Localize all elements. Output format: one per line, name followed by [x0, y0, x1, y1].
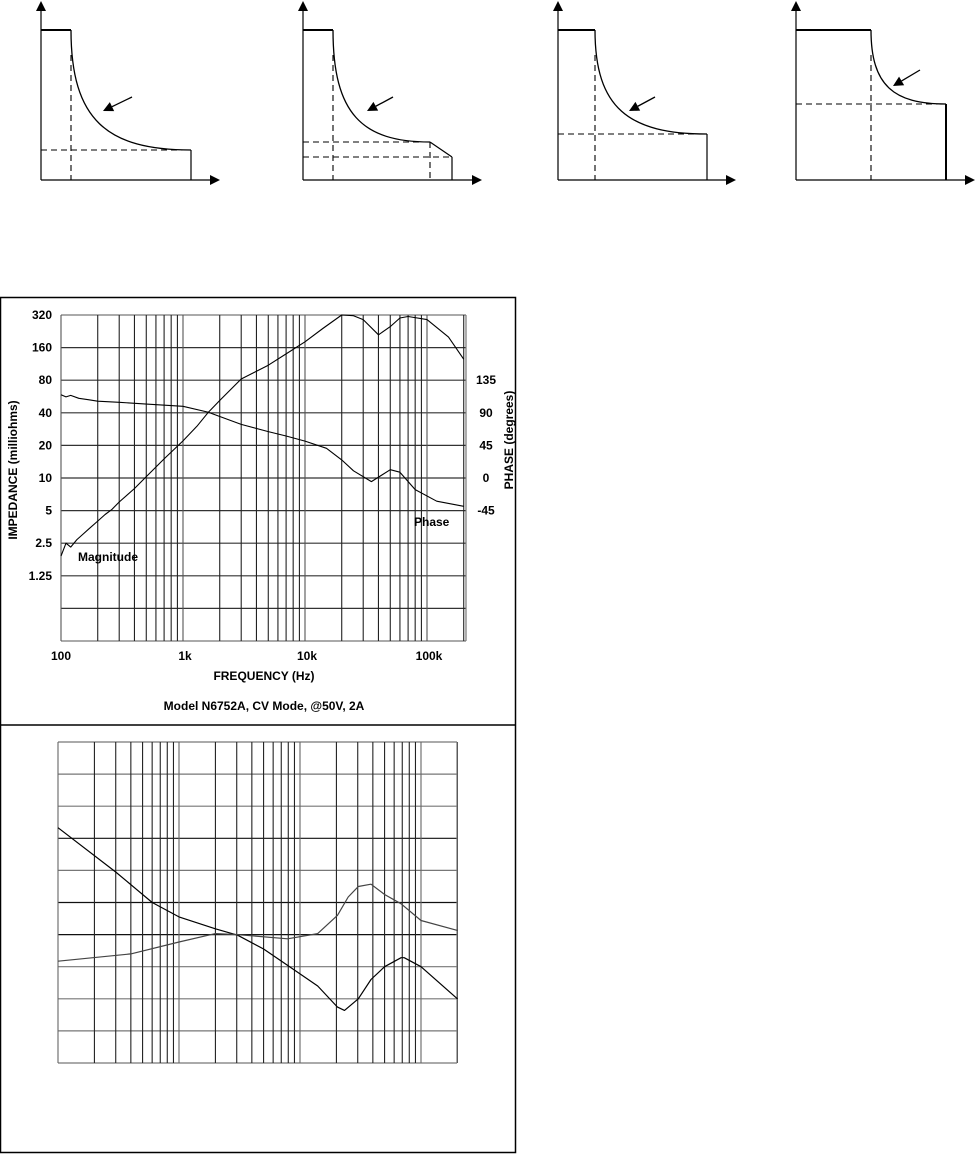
series-phase-line — [60, 394, 464, 507]
y-right-tick-label: 45 — [479, 438, 493, 452]
chart-title: Model N6752A, CV Mode, @50V, 2A — [164, 699, 365, 713]
power-curve-diagram-3 — [553, 1, 736, 185]
y-tick-label: 1.25 — [29, 569, 53, 583]
y-right-tick-label: 90 — [479, 406, 493, 420]
pointer-arrow-line — [637, 96, 656, 107]
pointer-arrow-icon — [893, 76, 905, 86]
x-axis-arrow-icon — [965, 175, 975, 185]
y-tick-label: 5 — [45, 504, 52, 518]
power-limit-curve — [870, 29, 947, 105]
x-tick-label: 100 — [51, 649, 71, 663]
y-tick-label: 2.5 — [35, 536, 52, 550]
x-tick-label: 100k — [416, 649, 443, 663]
y-right-tick-label: 135 — [476, 373, 496, 387]
series-curve-a-line — [57, 827, 458, 1012]
series-curve-b-line — [57, 883, 458, 962]
series-magnitude-line — [60, 314, 465, 557]
y-axis-arrow-icon — [553, 1, 563, 11]
power-limit-curve — [332, 29, 431, 143]
y-axis-label: IMPEDANCE (milliohms) — [6, 400, 20, 539]
y-tick-label: 320 — [32, 308, 52, 322]
power-curve-diagram-2 — [298, 1, 482, 185]
pointer-arrow-line — [375, 96, 394, 107]
x-axis-arrow-icon — [210, 175, 220, 185]
y-axis-right-label: PHASE (degrees) — [502, 391, 516, 490]
y-axis-arrow-icon — [298, 1, 308, 11]
x-axis-label: FREQUENCY (Hz) — [213, 669, 314, 683]
pointer-arrow-icon — [103, 102, 115, 112]
x-tick-label: 1k — [178, 649, 192, 663]
pointer-arrow-line — [901, 69, 921, 82]
x-axis-arrow-icon — [726, 175, 736, 185]
power-curve-diagrams — [36, 1, 975, 185]
phase-annotation: Phase — [414, 515, 450, 529]
pointer-arrow-line — [111, 96, 133, 108]
x-axis-arrow-icon — [472, 175, 482, 185]
magnitude-annotation: Magnitude — [78, 550, 138, 564]
y-tick-label: 160 — [32, 341, 52, 355]
y-tick-label: 80 — [39, 373, 53, 387]
power-curve-diagram-1 — [36, 1, 220, 185]
y-tick-label: 20 — [39, 438, 53, 452]
y-tick-label: 40 — [39, 406, 53, 420]
y-right-tick-label: 0 — [483, 471, 490, 485]
y-right-tick-label: -45 — [477, 504, 495, 518]
pointer-arrow-icon — [629, 101, 641, 111]
impedance-chart: 100 1k 10k 100k 320 160 80 40 20 10 5 2.5 1.25 135 90 4… — [29, 308, 497, 663]
y-tick-label: 10 — [39, 471, 53, 485]
current-slope-line — [429, 141, 453, 158]
y-axis-arrow-icon — [791, 1, 801, 11]
unlabeled-chart — [57, 741, 458, 1064]
power-curve-diagram-4 — [791, 1, 975, 185]
power-limit-curve — [70, 29, 192, 151]
y-axis-arrow-icon — [36, 1, 46, 11]
pointer-arrow-icon — [367, 101, 379, 111]
x-tick-label: 10k — [297, 649, 317, 663]
power-limit-curve — [594, 29, 708, 135]
